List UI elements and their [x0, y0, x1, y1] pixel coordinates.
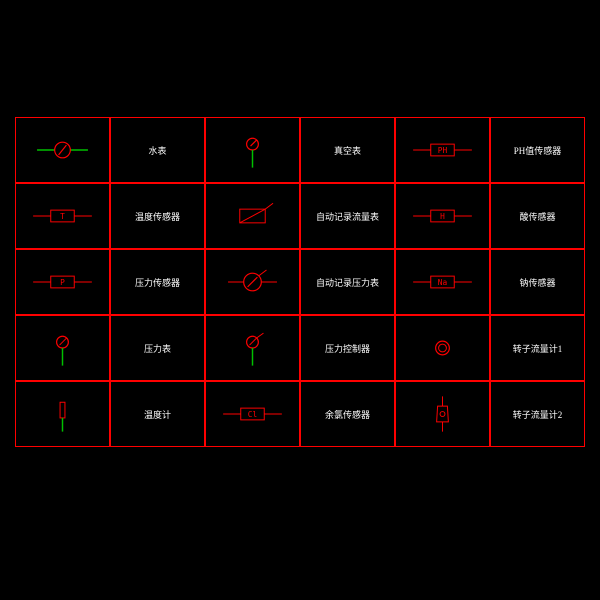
legend-symbol-cell: T: [15, 183, 110, 249]
box_H-icon: H: [396, 183, 489, 249]
legend-label-cell: 真空表: [300, 117, 395, 183]
legend-symbol-cell: [205, 249, 300, 315]
legend-label: 自动记录流量表: [316, 210, 379, 223]
thermometer-icon: [16, 381, 109, 447]
legend-label-cell: 压力控制器: [300, 315, 395, 381]
svg-text:PH: PH: [438, 146, 448, 155]
legend-symbol-cell: PH: [395, 117, 490, 183]
legend-symbol-cell: P: [15, 249, 110, 315]
svg-text:Na: Na: [438, 278, 448, 287]
legend-label-cell: 自动记录流量表: [300, 183, 395, 249]
vacuum_gauge-icon: [206, 117, 299, 183]
legend-label: 压力传感器: [135, 276, 180, 289]
legend-label-cell: 压力表: [110, 315, 205, 381]
box_P-icon: P: [16, 249, 109, 315]
auto_press-icon: [206, 249, 299, 315]
legend-label-cell: 压力传感器: [110, 249, 205, 315]
press_gauge-icon: [16, 315, 109, 381]
press_ctrl-icon: [206, 315, 299, 381]
legend-symbol-cell: Na: [395, 249, 490, 315]
water_meter-icon: [16, 117, 109, 183]
legend-label: 余氯传感器: [325, 408, 370, 421]
legend-label: 真空表: [334, 144, 361, 157]
legend-label: 水表: [148, 144, 166, 157]
box_Cl-icon: Cl: [206, 381, 299, 447]
legend-symbol-cell: [15, 117, 110, 183]
legend-label: 自动记录压力表: [316, 276, 379, 289]
legend-label-cell: 酸传感器: [490, 183, 585, 249]
svg-text:T: T: [60, 212, 65, 221]
legend-label: 转子流量计1: [513, 342, 563, 355]
legend-label-cell: 温度计: [110, 381, 205, 447]
box_Na-icon: Na: [396, 249, 489, 315]
legend-label: 压力表: [144, 342, 171, 355]
legend-label-cell: 余氯传感器: [300, 381, 395, 447]
legend-label-cell: 转子流量计1: [490, 315, 585, 381]
legend-label-cell: 温度传感器: [110, 183, 205, 249]
symbol-legend-grid: 水表 真空表 PH PH值传感器 T 温度传感器 自动记录流量表 H 酸传感器 P 压力传感器 自动记…: [15, 117, 585, 447]
legend-symbol-cell: [395, 381, 490, 447]
box_PH-icon: PH: [396, 117, 489, 183]
legend-label: 钠传感器: [519, 276, 555, 289]
legend-symbol-cell: [205, 315, 300, 381]
svg-text:Cl: Cl: [248, 410, 257, 419]
legend-label-cell: 转子流量计2: [490, 381, 585, 447]
rotameter1-icon: [396, 315, 489, 381]
legend-label: 压力控制器: [325, 342, 370, 355]
legend-symbol-cell: [15, 381, 110, 447]
legend-symbol-cell: Cl: [205, 381, 300, 447]
legend-symbol-cell: [395, 315, 490, 381]
legend-label: 酸传感器: [519, 210, 555, 223]
legend-label-cell: 钠传感器: [490, 249, 585, 315]
legend-label: PH值传感器: [514, 144, 562, 157]
legend-label-cell: 自动记录压力表: [300, 249, 395, 315]
auto_flow-icon: [206, 183, 299, 249]
legend-label: 温度传感器: [135, 210, 180, 223]
svg-text:P: P: [60, 278, 65, 287]
box_T-icon: T: [16, 183, 109, 249]
legend-symbol-cell: [205, 117, 300, 183]
svg-text:H: H: [440, 212, 445, 221]
legend-symbol-cell: [205, 183, 300, 249]
legend-label-cell: 水表: [110, 117, 205, 183]
legend-symbol-cell: [15, 315, 110, 381]
legend-symbol-cell: H: [395, 183, 490, 249]
rotameter2-icon: [396, 381, 489, 447]
legend-label-cell: PH值传感器: [490, 117, 585, 183]
legend-label: 转子流量计2: [513, 408, 563, 421]
legend-label: 温度计: [144, 408, 171, 421]
